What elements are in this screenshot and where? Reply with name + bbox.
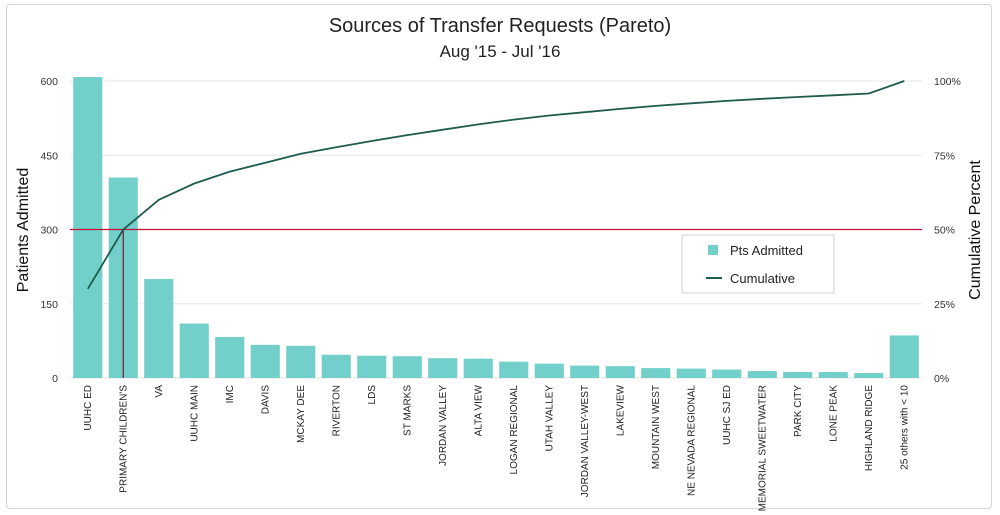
chart-title: Sources of Transfer Requests (Pareto) [329,15,671,37]
legend-swatch-bar [708,245,718,255]
category-label: ALTA VIEW [473,384,484,436]
category-label: UTAH VALLEY [544,385,555,452]
bar [250,344,280,378]
bar [179,323,209,378]
bar [286,345,316,378]
category-label: 25 others with < 10 [899,385,910,470]
category-label: JORDAN VALLEY [438,385,449,466]
bar [641,368,671,378]
category-label: LONE PEAK [828,385,839,442]
category-label: NE NEVADA REGIONAL [686,385,697,496]
y-axis-ticks: 0 150 300 450 600 [40,76,58,385]
legend: Pts Admitted Cumulative [681,234,835,294]
bar [605,366,635,378]
category-label: PRIMARY CHILDREN'S [118,385,129,493]
bar [144,279,174,378]
y2-tick-label: 50% [934,225,955,237]
legend-label-bar: Pts Admitted [730,243,803,258]
y-tick-label: 300 [40,225,58,237]
category-label: JORDAN VALLEY-WEST [580,385,591,497]
chart-subtitle: Aug '15 - Jul '16 [440,42,561,61]
bar [570,365,600,378]
x-axis-categories: UUHC ED PRIMARY CHILDREN'S VA UUHC MAIN IMC D… [83,384,911,511]
category-label: IMC [225,385,236,403]
chart-frame [6,4,992,509]
category-label: UUHC MAIN [189,385,200,442]
cumulative-series [87,80,905,290]
category-label: LAKEVIEW [615,384,626,436]
y2-axis-title: Cumulative Percent [967,160,984,300]
category-label: MCKAY DEE [296,385,307,443]
reference-lines [70,228,922,378]
bar [676,368,706,378]
category-label: LDS [367,385,378,405]
category-label: RIVERTON [331,385,342,436]
y2-tick-label: 100% [934,76,961,88]
category-label: HIGHLAND RIDGE [864,385,875,471]
bar [463,358,493,378]
y-tick-label: 450 [40,150,58,162]
bar [499,361,529,378]
bar [392,356,422,378]
cumulative-line [87,80,905,290]
y2-tick-label: 0% [934,373,949,385]
y2-axis-ticks: 0% 25% 50% 75% 100% [934,76,961,385]
category-label: DAVIS [260,385,271,415]
legend-label-line: Cumulative [730,271,795,286]
bar [357,355,387,378]
category-label: MOUNTAIN WEST [651,385,662,469]
category-label: UUHC ED [83,385,94,431]
bar [428,358,458,378]
y2-tick-label: 75% [934,150,955,162]
category-label: LOGAN REGIONAL [509,385,520,475]
bar [889,335,919,378]
bar [321,354,351,378]
legend-box [681,234,835,294]
y-axis-title: Patients Admitted [15,168,32,293]
bar [747,371,777,378]
bar [818,372,848,378]
category-label: ST MARKS [402,385,413,436]
bar [854,373,884,378]
y-tick-label: 0 [52,373,58,385]
y-tick-label: 600 [40,76,58,88]
category-label: UUHC SJ ED [722,385,733,445]
category-label: MEMORIAL SWEETWATER [757,385,768,511]
category-label: PARK CITY [793,385,804,437]
category-label: VA [154,385,165,398]
bar [215,336,245,378]
y-tick-label: 150 [40,299,58,311]
bar [783,372,813,378]
bar [73,77,103,378]
y2-tick-label: 25% [934,299,955,311]
bar [712,369,742,378]
bar [534,363,564,378]
